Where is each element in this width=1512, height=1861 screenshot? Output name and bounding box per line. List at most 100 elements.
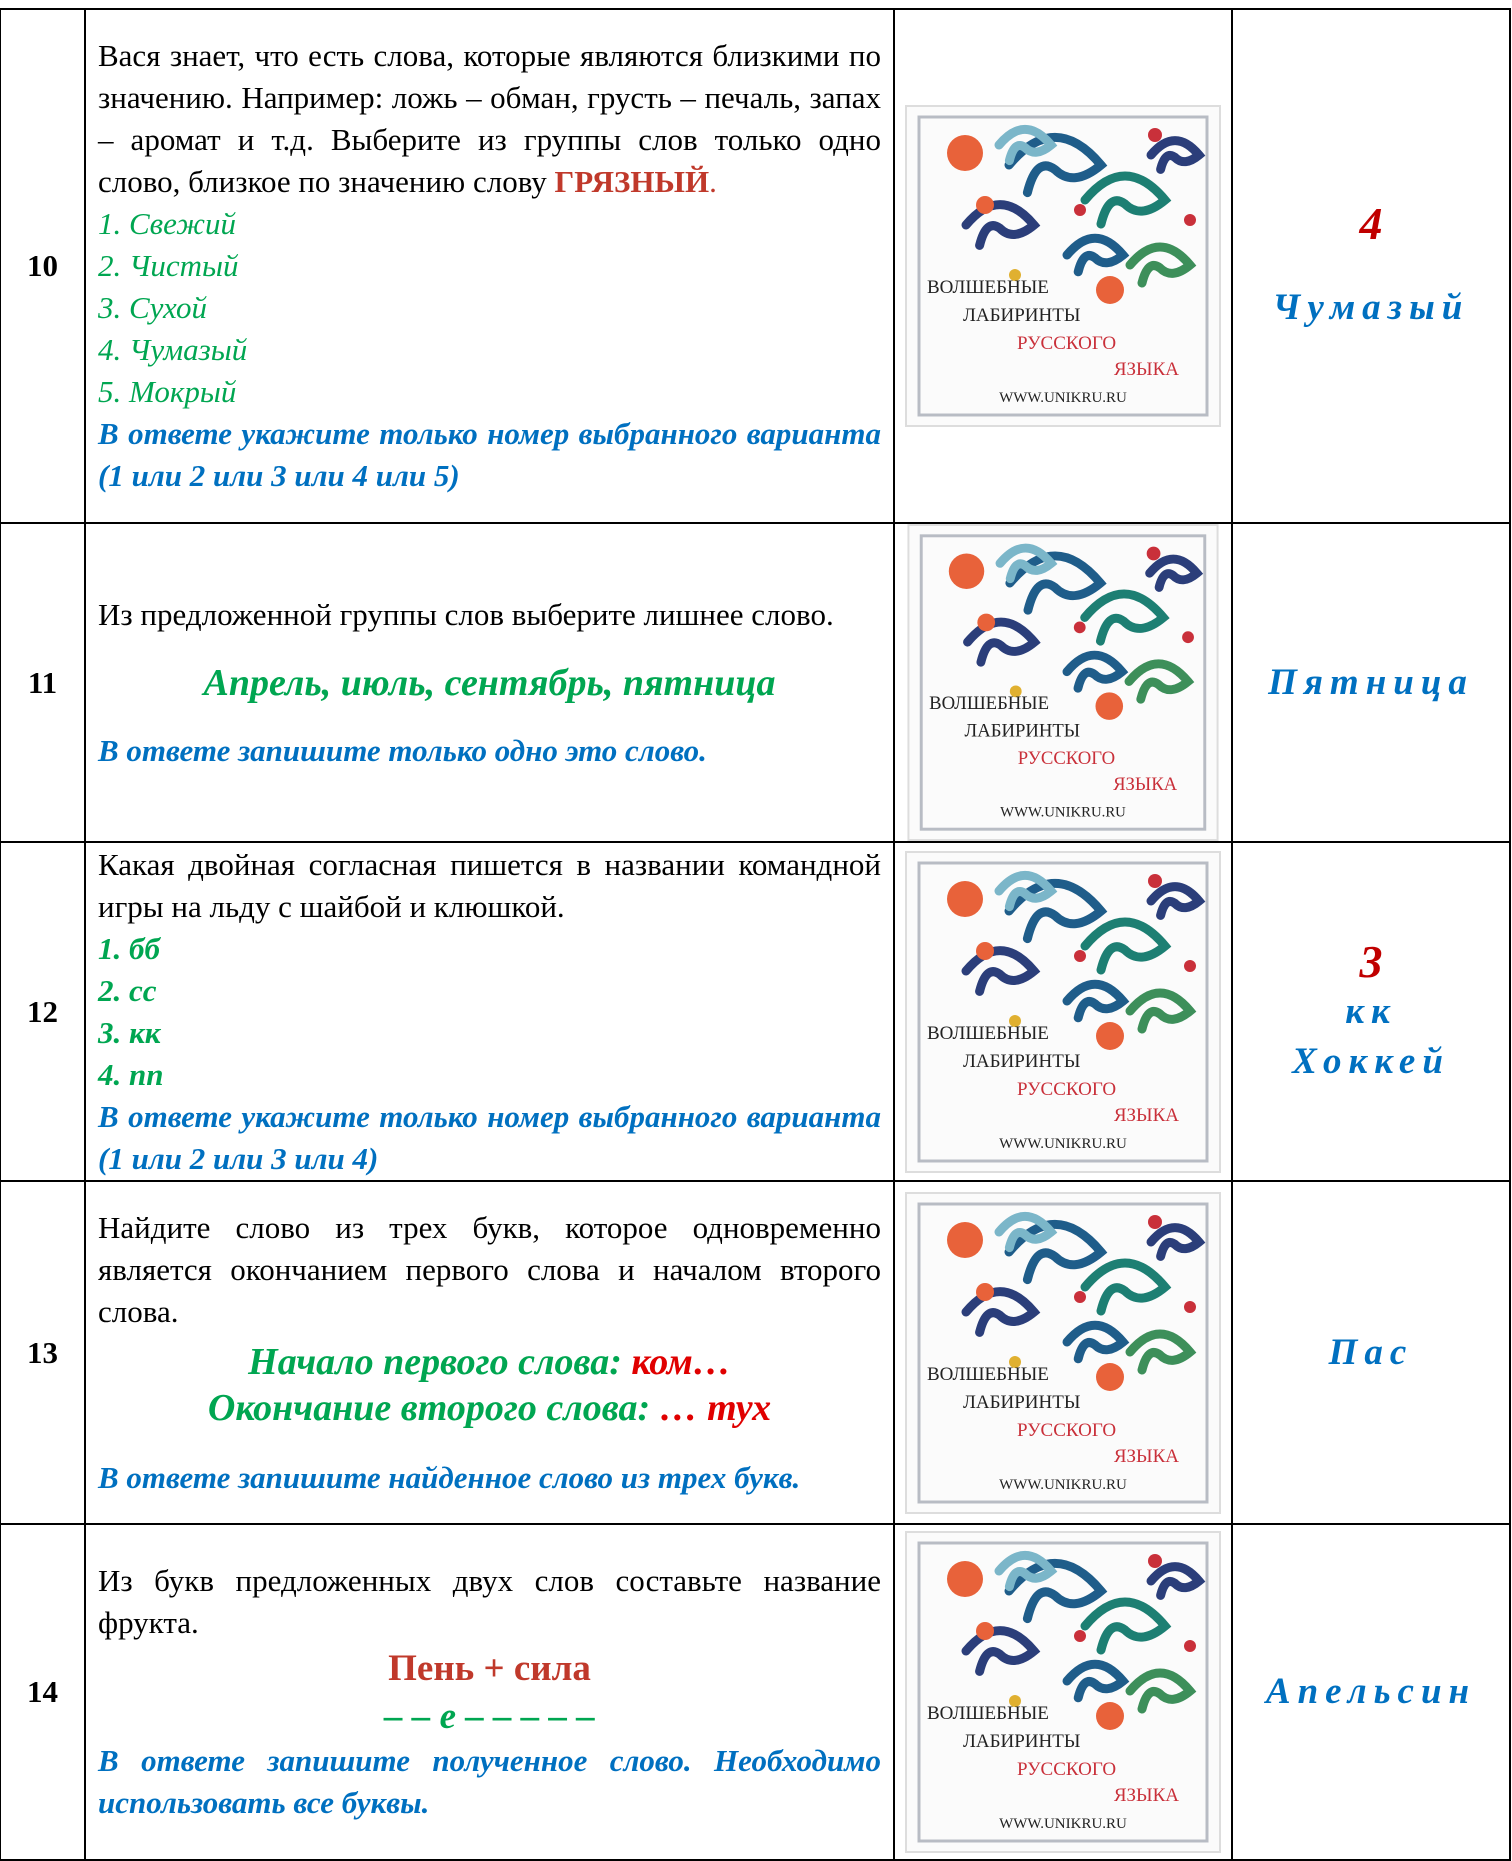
ornament-flower [977,613,996,632]
cover-text: ВОЛШЕБНЫЕ [927,277,1049,298]
option: 5. Мокрый [98,374,237,409]
image-cell: ВОЛШЕБНЫЕ ЛАБИРИНТЫ РУССКОГО ЯЗЫКА WWW.UNIKR… [893,1180,1233,1525]
ornament-flower [1009,1695,1021,1707]
ornament-flower [1073,621,1086,634]
cover-text: РУССКОГО [1017,1759,1116,1780]
option: 4. Чумазый [98,332,248,367]
intro: Вася знает, что есть слова, которые явля… [98,38,881,199]
row-number: 14 [27,1674,58,1709]
ornament [1080,1258,1172,1315]
ornament-flower [1184,1300,1196,1313]
ornament-flower [1074,204,1086,216]
ornament-flower [1148,128,1162,142]
cover-text: ВОЛШЕБНЫЕ [929,693,1049,714]
ornament [994,1551,1058,1592]
task-intro: Найдите слово из трех букв, которое одно… [98,1209,881,1329]
ornament-flower [1148,1554,1162,1568]
pattern: – – е – – – – – [384,1696,595,1737]
word-sum: Пень + сила [388,1648,591,1689]
cover-frame [917,861,1209,1162]
ornament [1124,659,1195,704]
keyword-end: . [709,164,717,199]
ornament [1125,242,1197,288]
option: 1. бб [98,930,160,966]
task-cell: Найдите слово из трех букв, которое одно… [84,1180,895,1525]
ornament-flower [947,1561,983,1597]
cover-text: ЛАБИРИНТЫ [963,305,1080,326]
ornament-flower [1074,1290,1086,1303]
ornament [1146,1222,1206,1261]
cover-text: ЛАБИРИНТЫ [963,1051,1080,1072]
hint: Начало первого слова: ком… [98,1339,881,1385]
cover-text: ЯЗЫКА [1114,1785,1179,1806]
ornament [1146,881,1206,920]
book-cover: ВОЛШЕБНЫЕ ЛАБИРИНТЫ РУССКОГО ЯЗЫКА WWW.UNIKR… [905,850,1221,1173]
hint-value: ком… [631,1340,731,1383]
cover-text: WWW.UNIKRU.RU [999,1136,1127,1152]
hint-label: Начало первого слова: [248,1340,632,1383]
task-cell: Из букв предложенных двух слов составьте… [84,1523,895,1861]
task-intro: Какая двойная согласная пишется в назван… [98,846,881,924]
answer-number: 4 [1359,198,1383,249]
ornament [1146,1562,1206,1600]
answer-cell: 3 кк Хоккей [1231,841,1511,1182]
ornament-flower [947,1221,983,1258]
cover-text: ЛАБИРИНТЫ [963,1731,1080,1752]
book-cover: ВОЛШЕБНЫЕ ЛАБИРИНТЫ РУССКОГО ЯЗЫКА WWW.UNIKR… [905,105,1221,427]
cover-text: РУССКОГО [1017,333,1116,354]
row-number: 10 [27,248,58,283]
instruction: В ответе укажите только номер выбранного… [98,416,881,493]
ornament-flower [948,553,985,589]
ornament [1125,1329,1197,1374]
ornament [961,945,1041,996]
instruction: В ответе запишите найденное слово из тре… [98,1459,801,1495]
cover-frame [919,534,1207,831]
ornament-flower [976,1282,994,1301]
ornament-flower [1146,546,1161,561]
ornament [1080,171,1172,229]
book-cover: ВОЛШЕБНЫЕ ЛАБИРИНТЫ РУССКОГО ЯЗЫКА WWW.UNIKR… [907,524,1219,841]
image-cell: ВОЛШЕБНЫЕ ЛАБИРИНТЫ РУССКОГО ЯЗЫКА WWW.UNIKR… [893,8,1233,524]
ornament-flower [1074,949,1086,962]
ornament [1080,917,1172,974]
task-intro: Вася знает, что есть слова, которые явля… [98,35,881,203]
ornament-flower [976,196,994,214]
cover-text: ЯЗЫКА [1113,774,1178,795]
option: 2. Чистый [98,248,239,283]
cover-text: ЯЗЫКА [1114,359,1179,380]
cover-text: ЛАБИРИНТЫ [963,1392,1080,1413]
ornament [963,617,1041,667]
cover-text: ВОЛШЕБНЫЕ [927,1023,1049,1044]
task-intro: Из букв предложенных двух слов составьте… [98,1563,881,1640]
answer: Апельсин [1265,1671,1477,1712]
cover-text: WWW.UNIKRU.RU [999,390,1127,406]
ornament-flower [976,941,994,960]
ornament-flower [1009,269,1021,281]
cover-text: WWW.UNIKRU.RU [1000,804,1126,820]
ornament-flower [1096,1021,1124,1050]
answer: Пятница [1268,661,1474,703]
answer: Чумазый [1272,287,1470,328]
option: 3. Сухой [98,290,208,325]
cover-text: WWW.UNIKRU.RU [999,1816,1127,1832]
cover-text: РУССКОГО [1017,1079,1116,1100]
ornament-flower [1096,276,1124,304]
ornament-flower [947,135,983,171]
ornament-flower [1009,685,1022,698]
word-group: Апрель, июль, сентябрь, пятница [203,661,776,704]
answer-cell: Пятница [1231,522,1511,843]
ornament-flower [1148,1214,1162,1229]
task-cell: Вася знает, что есть слова, которые явля… [84,8,895,524]
cover-frame [917,1202,1209,1503]
instruction: В ответе укажите только номер выбранного… [98,1098,881,1176]
cover-frame [917,1541,1209,1843]
keyword: ГРЯЗНЫЙ [554,164,710,199]
cover-text: РУССКОГО [1017,1420,1116,1441]
answer: Пас [1328,1331,1414,1373]
ornament [995,543,1058,584]
task-intro: Из предложенной группы слов выберите лиш… [98,596,834,632]
ornament [994,870,1058,911]
row-number-cell: 10 [0,8,86,524]
row-number-cell: 11 [0,522,86,843]
ornament [1062,979,1130,1022]
